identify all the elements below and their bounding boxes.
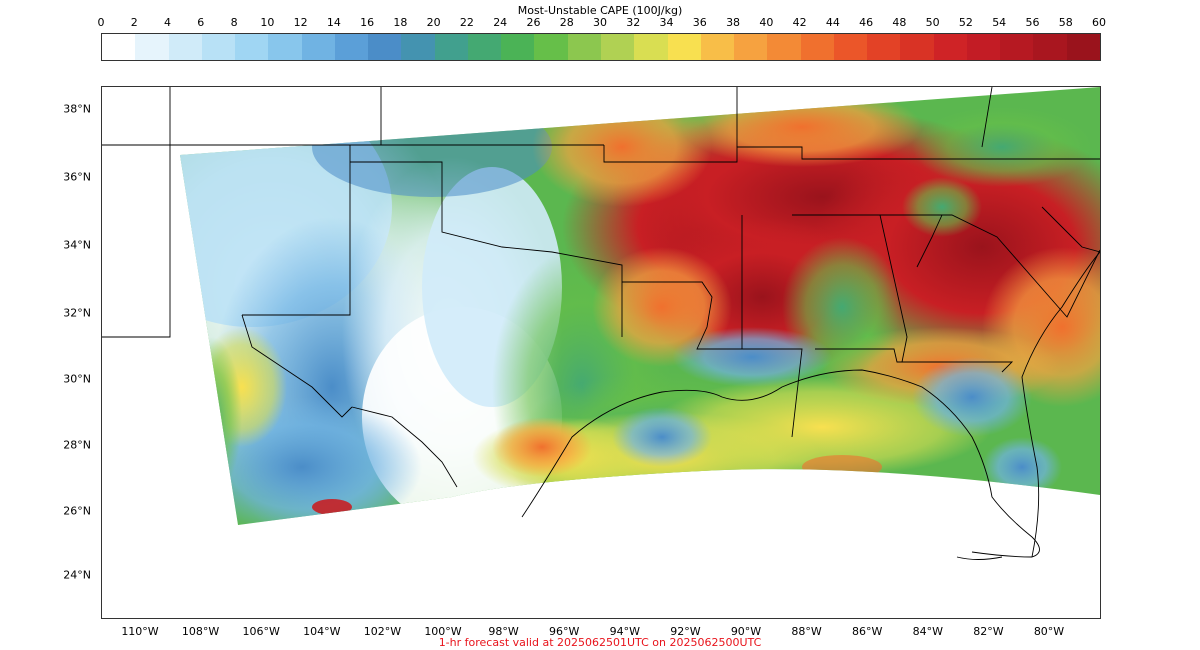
colorbar-tick-label: 8 [230, 16, 238, 29]
latitude-label: 26°N [63, 504, 91, 518]
colorbar-tick-label: 24 [493, 16, 508, 29]
colorbar-segment [567, 34, 601, 60]
colorbar-tick-label: 48 [892, 16, 907, 29]
colorbar-tick-label: 22 [459, 16, 474, 29]
colorbar-segment [168, 34, 202, 60]
colorbar-tick-label: 60 [1092, 16, 1106, 29]
cape-field [180, 87, 1100, 525]
colorbar-segment [1033, 34, 1067, 60]
longitude-label: 94°W [609, 625, 640, 638]
longitude-label: 104°W [303, 625, 341, 638]
colorbar-segment [501, 34, 535, 60]
longitude-label: 84°W [912, 625, 943, 638]
colorbar-segment [734, 34, 768, 60]
colorbar-tick-label: 42 [792, 16, 807, 29]
longitude-label: 82°W [973, 625, 1004, 638]
longitude-label: 92°W [670, 625, 701, 638]
colorbar-tick-labels: 0 2 4 6 8 10 12 14 16 18 20 22 24 26 28 30 32 34 36 38 40 42 4… [0, 16, 1200, 30]
colorbar-title: Most-Unstable CAPE (100J/kg) [517, 4, 683, 17]
colorbar-tick-label: 28 [559, 16, 574, 29]
colorbar-tick-label: 10 [260, 16, 275, 29]
colorbar-tick-label: 34 [659, 16, 674, 29]
colorbar-tick-label: 4 [164, 16, 172, 29]
longitude-label: 110°W [121, 625, 159, 638]
colorbar-tick-label: 26 [526, 16, 541, 29]
colorbar-tick-label: 44 [825, 16, 840, 29]
colorbar-tick-label: 18 [393, 16, 408, 29]
colorbar-tick-label: 50 [925, 16, 940, 29]
cape-map [101, 86, 1101, 619]
colorbar-tick-label: 54 [992, 16, 1007, 29]
colorbar-segment [700, 34, 735, 60]
colorbar-tick-label: 32 [626, 16, 641, 29]
colorbar-segment [667, 34, 701, 60]
longitude-label: 86°W [852, 625, 883, 638]
colorbar-segment [1000, 34, 1034, 60]
colorbar-segment [102, 34, 136, 60]
latitude-label: 38°N [63, 102, 91, 116]
colorbar-tick-label: 38 [726, 16, 741, 29]
longitude-label: 102°W [363, 625, 402, 638]
colorbar-segment [767, 34, 801, 60]
colorbar-tick-label: 20 [426, 16, 441, 29]
colorbar-segment [634, 34, 668, 60]
colorbar-segment [833, 34, 868, 60]
colorbar-tick-label: 36 [692, 16, 707, 29]
state-borders [102, 87, 1100, 488]
latitude-label: 30°N [63, 372, 91, 386]
latitude-label: 34°N [63, 238, 91, 252]
colorbar-tick-label: 14 [326, 16, 341, 29]
colorbar-segment [966, 34, 1001, 60]
colorbar-tick-label: 56 [1025, 16, 1040, 29]
colorbar-tick-label: 16 [360, 16, 375, 29]
longitude-label: 80°W [1033, 625, 1065, 638]
colorbar-tick-label: 12 [293, 16, 308, 29]
colorbar-segment [201, 34, 236, 60]
colorbar-segment [301, 34, 335, 60]
colorbar-segment [235, 34, 269, 60]
colorbar-tick-label: 30 [593, 16, 607, 29]
longitude-label: 96°W [549, 625, 580, 638]
latitude-label: 24°N [63, 568, 91, 582]
colorbar-tick-label: 58 [1058, 16, 1073, 29]
coastline [521, 251, 1100, 560]
colorbar-tick-label: 0 [97, 16, 105, 29]
longitude-label: 100°W [424, 625, 462, 638]
longitude-label: 98°W [488, 625, 519, 638]
latitude-label: 28°N [63, 438, 91, 452]
colorbar-segment [268, 34, 302, 60]
cape-map-canvas [102, 87, 1100, 560]
colorbar-segment [467, 34, 502, 60]
colorbar-segment [600, 34, 635, 60]
longitude-label: 90°W [730, 625, 762, 638]
longitude-label: 88°W [791, 625, 822, 638]
longitude-label: 108°W [181, 625, 220, 638]
colorbar-segment [1066, 34, 1100, 60]
colorbar-segment [534, 34, 568, 60]
colorbar-tick-label: 40 [759, 16, 774, 29]
colorbar-segment [401, 34, 435, 60]
latitude-label: 36°N [63, 170, 91, 184]
colorbar-segment [900, 34, 934, 60]
colorbar-segment [933, 34, 967, 60]
longitude-label: 106°W [242, 625, 280, 638]
forecast-valid-time: 1-hr forecast valid at 2025062501UTC on … [438, 636, 762, 649]
colorbar-tick-label: 6 [197, 16, 205, 29]
colorbar-segment [368, 34, 402, 60]
colorbar-segment [800, 34, 834, 60]
colorbar-segment [135, 34, 169, 60]
colorbar [101, 33, 1101, 61]
colorbar-tick-label: 52 [958, 16, 973, 29]
colorbar-segment [434, 34, 468, 60]
latitude-label: 32°N [63, 306, 91, 320]
colorbar-tick-label: 2 [130, 16, 138, 29]
colorbar-segment [867, 34, 901, 60]
colorbar-segment [334, 34, 369, 60]
colorbar-tick-label: 46 [859, 16, 874, 29]
